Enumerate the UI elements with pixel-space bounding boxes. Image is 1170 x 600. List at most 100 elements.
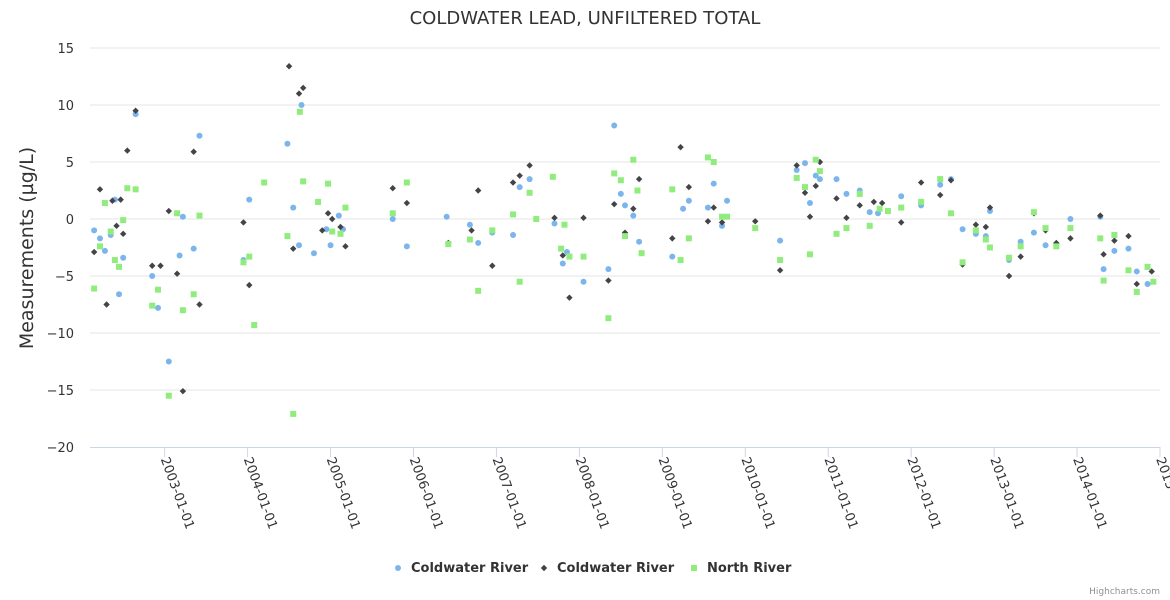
data-point[interactable] [179,213,186,220]
data-point[interactable] [719,213,726,220]
credits-link[interactable]: Highcharts.com [1089,587,1160,597]
data-point[interactable] [246,196,253,203]
data-point[interactable] [710,180,717,187]
data-point[interactable] [389,185,396,192]
data-point[interactable] [1030,229,1037,236]
data-point[interactable] [509,179,517,186]
data-point[interactable] [1150,278,1157,285]
data-point[interactable] [132,107,139,114]
data-point[interactable] [300,178,307,185]
data-point[interactable] [752,218,759,225]
data-point[interactable] [918,198,925,205]
data-point[interactable] [982,236,989,243]
data-point[interactable] [466,236,473,243]
data-point[interactable] [516,172,523,179]
data-point[interactable] [165,207,172,215]
data-point[interactable] [580,214,587,222]
data-point[interactable] [580,253,587,260]
data-point[interactable] [107,228,114,235]
data-point[interactable] [630,156,637,163]
data-point[interactable] [285,63,293,70]
data-point[interactable] [605,277,612,284]
data-point[interactable] [685,235,692,242]
data-point[interactable] [874,210,881,217]
legend-item[interactable]: Coldwater River [540,561,675,576]
data-point[interactable] [342,204,349,211]
data-point[interactable] [812,172,819,179]
data-point[interactable] [816,168,823,175]
data-point[interactable] [1133,268,1140,275]
data-point[interactable] [516,278,523,285]
data-point[interactable] [634,187,641,194]
data-point[interactable] [1030,209,1037,216]
data-point[interactable] [1144,263,1151,270]
data-point[interactable] [290,245,297,252]
data-point[interactable] [816,176,823,183]
data-point[interactable] [246,281,253,289]
data-point[interactable] [337,223,344,231]
data-point[interactable] [157,262,164,269]
data-point[interactable] [856,202,863,209]
data-point[interactable] [806,251,813,258]
data-point[interactable] [636,238,643,245]
data-point[interactable] [149,262,156,269]
data-point[interactable] [986,244,993,251]
data-point[interactable] [466,221,473,228]
data-point[interactable] [526,162,533,169]
data-point[interactable] [190,245,197,252]
data-point[interactable] [240,259,247,266]
data-point[interactable] [843,214,850,222]
data-point[interactable] [196,212,203,219]
data-point[interactable] [669,253,676,260]
data-point[interactable] [1111,247,1118,254]
data-point[interactable] [342,243,349,250]
data-point[interactable] [793,166,800,173]
data-point[interactable] [878,199,886,207]
data-point[interactable] [533,216,540,222]
data-point[interactable] [776,267,784,274]
data-point[interactable] [327,242,334,249]
data-point[interactable] [680,205,687,212]
data-point[interactable] [710,204,717,211]
data-point[interactable] [132,111,139,118]
data-point[interactable] [898,219,905,226]
data-point[interactable] [617,177,624,184]
data-point[interactable] [972,221,980,228]
data-point[interactable] [299,84,307,92]
data-point[interactable] [1042,225,1049,232]
data-point[interactable] [117,196,124,203]
data-point[interactable] [1005,272,1013,280]
data-point[interactable] [116,263,123,270]
data-point[interactable] [724,197,731,204]
data-point[interactable] [174,210,181,217]
data-point[interactable] [124,147,131,154]
data-point[interactable] [843,190,850,197]
data-point[interactable] [551,220,558,227]
data-point[interactable] [843,225,850,232]
data-point[interactable] [611,200,618,208]
data-point[interactable] [959,259,966,266]
data-point[interactable] [876,205,883,212]
data-point[interactable] [389,210,396,217]
data-point[interactable] [1067,225,1074,232]
data-point[interactable] [704,218,712,225]
data-point[interactable] [559,260,566,267]
data-point[interactable] [1144,280,1151,287]
data-point[interactable] [325,180,332,187]
data-point[interactable] [149,273,156,279]
data-point[interactable] [190,148,197,155]
data-point[interactable] [324,210,332,217]
data-point[interactable] [611,170,618,177]
data-point[interactable] [96,186,104,193]
data-point[interactable] [812,182,819,190]
data-point[interactable] [947,177,955,184]
data-point[interactable] [310,250,317,257]
data-point[interactable] [489,262,496,269]
data-point[interactable] [898,193,905,200]
data-point[interactable] [1125,267,1132,274]
data-point[interactable] [179,387,187,395]
data-point[interactable] [295,90,303,97]
data-point[interactable] [96,235,103,242]
data-point[interactable] [196,301,203,308]
data-point[interactable] [580,278,587,285]
